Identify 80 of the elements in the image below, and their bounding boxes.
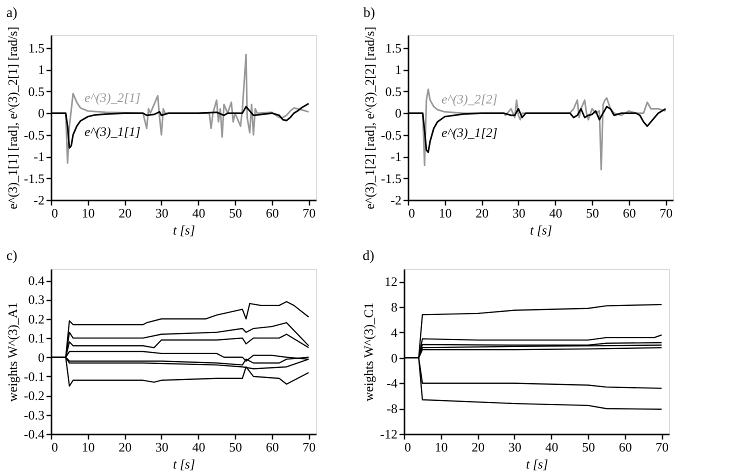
x-tick-label: 30	[512, 206, 526, 220]
x-tick-label: 10	[82, 206, 95, 220]
x-tick-label: 10	[434, 440, 448, 454]
chart-title: c)	[6, 249, 18, 264]
y-tick-label: -12	[380, 426, 398, 442]
x-tick-label: 50	[586, 206, 600, 220]
y-tick-label: -0.3	[24, 407, 44, 422]
x-tick-label: 60	[266, 206, 279, 220]
x-tick-label: 30	[508, 440, 522, 454]
x-tick-label: 70	[302, 206, 316, 220]
y-tick-label: -0.5	[380, 127, 402, 142]
x-axis-title: t [s]	[172, 456, 196, 472]
y-tick-label: -0.4	[24, 426, 45, 442]
x-tick-label: 60	[618, 440, 632, 454]
y-tick-label: -1	[34, 149, 44, 164]
x-tick-label: 0	[408, 206, 415, 220]
y-tick-label: -2	[34, 192, 44, 208]
x-tick-label: 20	[118, 206, 132, 220]
x-tick-label: 20	[118, 440, 132, 454]
x-tick-label: 0	[404, 440, 411, 454]
y-tick-label: -2	[390, 192, 402, 208]
y-tick-label: 0	[391, 350, 398, 366]
x-tick-label: 70	[660, 206, 673, 220]
y-tick-label: 0	[395, 106, 402, 121]
chart-title: b)	[363, 6, 376, 22]
series-label: e^(3)_2[1]	[84, 90, 140, 105]
y-tick-label: 1	[395, 62, 402, 78]
x-axis-title: t [s]	[526, 456, 548, 472]
x-axis-title: t [s]	[530, 222, 552, 238]
y-axis-title: e^(3)_1[2] [rad], e^(3)_2[2] [rad/s]	[362, 26, 377, 210]
x-tick-label: 40	[192, 206, 206, 220]
x-tick-label: 10	[438, 206, 452, 220]
y-tick-label: -0.5	[24, 127, 44, 142]
y-tick-label: 1.5	[385, 40, 402, 56]
x-tick-label: 0	[52, 206, 58, 220]
y-tick-label: -8	[386, 401, 398, 416]
y-tick-label: 0	[38, 106, 44, 121]
series-label: e^(3)_1[1]	[84, 124, 140, 139]
x-tick-label: 40	[192, 440, 206, 454]
y-tick-label: -1.5	[24, 170, 44, 186]
y-tick-label: 4	[391, 324, 398, 340]
x-tick-label: 30	[155, 440, 168, 454]
x-axis-title: t [s]	[172, 222, 196, 238]
y-tick-label: -1.5	[380, 170, 402, 186]
y-tick-label: 1	[38, 62, 44, 78]
x-tick-label: 50	[582, 440, 596, 454]
x-tick-label: 60	[622, 206, 636, 220]
x-tick-label: 0	[52, 440, 58, 454]
x-tick-label: 40	[545, 440, 558, 454]
x-tick-label: 50	[229, 440, 242, 454]
chart-title: a)	[6, 6, 18, 22]
x-tick-label: 70	[302, 440, 316, 454]
y-tick-label: 1.5	[28, 40, 44, 56]
y-tick-label: 0	[38, 350, 44, 365]
x-tick-label: 10	[82, 440, 95, 454]
y-tick-label: -4	[386, 376, 398, 391]
series-label: e^(3)_2[2]	[441, 92, 498, 107]
y-tick-label: -0.1	[24, 368, 44, 384]
y-tick-label: -1	[390, 149, 402, 164]
y-tick-label: 0.2	[28, 311, 44, 326]
y-tick-label: 0.3	[28, 292, 44, 308]
y-tick-label: 0.5	[28, 84, 44, 99]
x-tick-label: 40	[549, 206, 562, 220]
y-tick-label: 0.1	[28, 330, 44, 346]
y-tick-label: 0.5	[385, 84, 402, 99]
series-label: e^(3)_1[2]	[441, 124, 498, 140]
y-tick-label: 12	[384, 274, 398, 290]
x-tick-label: 50	[229, 206, 242, 220]
y-axis-title: weights W^(3)_A1	[4, 302, 20, 402]
y-axis-title: weights W^(3)_C1	[361, 302, 376, 402]
x-tick-label: 20	[476, 206, 489, 220]
y-axis-title: e^(3)_1[1] [rad], e^(3)_2[1] [rad/s]	[4, 26, 20, 210]
x-tick-label: 30	[155, 206, 168, 220]
y-tick-label: 8	[391, 300, 398, 315]
x-tick-label: 20	[472, 440, 485, 454]
y-tick-label: -0.2	[24, 388, 44, 404]
x-tick-label: 60	[266, 440, 279, 454]
y-tick-label: 0.4	[28, 273, 45, 288]
chart-title: d)	[362, 249, 375, 264]
x-tick-label: 70	[656, 440, 669, 454]
